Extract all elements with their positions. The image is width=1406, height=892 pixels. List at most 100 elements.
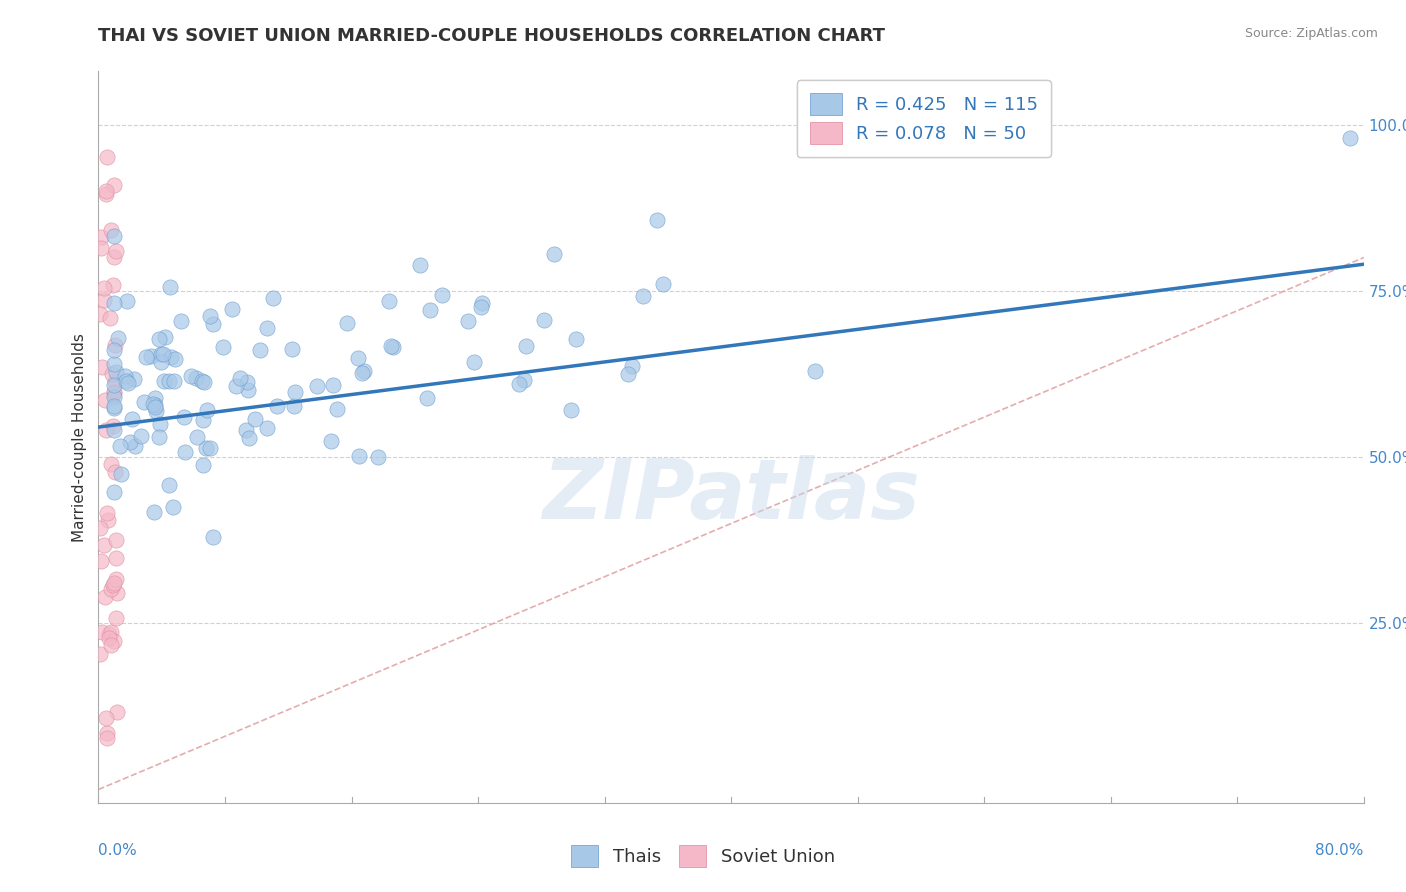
Point: [143, 401, 166, 415]
Point: [152, 347, 174, 361]
Point: [105, 572, 128, 586]
Point: [104, 611, 127, 625]
Point: [221, 301, 243, 316]
Point: [148, 332, 170, 346]
Point: [103, 419, 125, 434]
Point: [236, 383, 259, 397]
Point: [90, 230, 112, 244]
Point: [191, 413, 214, 427]
Point: [96, 731, 118, 745]
Point: [103, 385, 125, 400]
Point: [103, 357, 125, 371]
Point: [93, 293, 115, 307]
Point: [173, 409, 195, 424]
Point: [631, 289, 654, 303]
Point: [101, 367, 124, 381]
Point: [104, 365, 127, 379]
Point: [200, 310, 222, 324]
Point: [100, 582, 122, 596]
Point: [153, 330, 176, 344]
Point: [104, 244, 127, 258]
Text: Source: ZipAtlas.com: Source: ZipAtlas.com: [1244, 27, 1378, 40]
Point: [463, 355, 485, 369]
Point: [162, 500, 184, 515]
Point: [174, 445, 197, 459]
Point: [256, 321, 278, 335]
Text: 80.0%: 80.0%: [1316, 843, 1364, 858]
Point: [150, 346, 173, 360]
Point: [103, 401, 125, 416]
Point: [142, 396, 165, 410]
Point: [97, 513, 120, 527]
Point: [94, 392, 117, 407]
Point: [105, 585, 128, 599]
Point: [108, 439, 131, 453]
Point: [94, 590, 117, 604]
Point: [419, 302, 441, 317]
Point: [135, 350, 157, 364]
Point: [201, 317, 224, 331]
Point: [132, 395, 155, 409]
Point: [307, 379, 329, 393]
Point: [149, 417, 172, 432]
Point: [89, 307, 111, 321]
Y-axis label: Married-couple Households: Married-couple Households: [72, 333, 87, 541]
Point: [89, 521, 111, 535]
Point: [96, 726, 118, 740]
Point: [457, 314, 479, 328]
Point: [104, 551, 127, 566]
Point: [157, 478, 180, 492]
Point: [284, 385, 307, 400]
Point: [115, 374, 138, 388]
Point: [90, 554, 112, 568]
Point: [432, 287, 454, 301]
Point: [114, 368, 136, 383]
Point: [416, 392, 439, 406]
Point: [139, 349, 162, 363]
Point: [202, 530, 225, 544]
Point: [471, 295, 494, 310]
Point: [150, 354, 173, 368]
Point: [367, 450, 389, 465]
Point: [180, 368, 202, 383]
Point: [98, 310, 121, 325]
Point: [122, 372, 145, 386]
Point: [533, 313, 555, 327]
Point: [100, 624, 122, 639]
Point: [145, 399, 167, 413]
Point: [319, 434, 342, 448]
Point: [131, 429, 153, 443]
Point: [256, 421, 278, 435]
Legend: Thais, Soviet Union: Thais, Soviet Union: [564, 838, 842, 874]
Point: [184, 371, 207, 385]
Point: [162, 374, 184, 388]
Point: [1339, 131, 1361, 145]
Point: [90, 359, 112, 374]
Point: [121, 412, 143, 426]
Point: [620, 359, 643, 373]
Point: [560, 403, 582, 417]
Point: [191, 374, 214, 388]
Point: [347, 351, 370, 365]
Point: [110, 467, 132, 481]
Point: [515, 338, 537, 352]
Point: [564, 332, 586, 346]
Point: [352, 367, 374, 381]
Point: [335, 316, 357, 330]
Point: [409, 258, 432, 272]
Point: [107, 330, 129, 344]
Point: [98, 626, 121, 640]
Point: [104, 533, 127, 547]
Point: [103, 378, 125, 392]
Point: [349, 449, 371, 463]
Point: [163, 351, 186, 366]
Point: [235, 375, 257, 389]
Point: [193, 375, 215, 389]
Point: [104, 465, 127, 479]
Point: [97, 631, 120, 645]
Point: [148, 430, 170, 444]
Point: [94, 710, 117, 724]
Point: [326, 401, 349, 416]
Point: [143, 505, 166, 519]
Point: [103, 400, 125, 414]
